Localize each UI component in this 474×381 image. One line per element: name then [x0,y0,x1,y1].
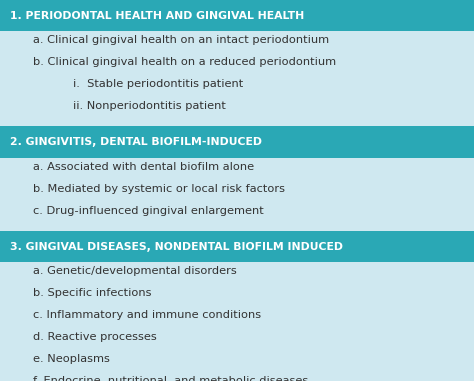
Text: b. Specific infections: b. Specific infections [33,288,152,298]
Text: c. Drug-influenced gingival enlargement: c. Drug-influenced gingival enlargement [33,206,264,216]
Text: b. Clinical gingival health on a reduced periodontium: b. Clinical gingival health on a reduced… [33,57,337,67]
Bar [0,0,474,31]
Text: c. Inflammatory and immune conditions: c. Inflammatory and immune conditions [33,310,261,320]
Text: e. Neoplasms: e. Neoplasms [33,354,110,364]
Text: f. Endocrine, nutritional, and metabolic diseases: f. Endocrine, nutritional, and metabolic… [33,376,309,381]
Text: b. Mediated by systemic or local risk factors: b. Mediated by systemic or local risk fa… [33,184,285,194]
Bar [0,126,474,158]
Text: 3. GINGIVAL DISEASES, NONDENTAL BIOFILM INDUCED: 3. GINGIVAL DISEASES, NONDENTAL BIOFILM … [10,242,344,251]
Text: 1. PERIODONTAL HEALTH AND GINGIVAL HEALTH: 1. PERIODONTAL HEALTH AND GINGIVAL HEALT… [10,11,305,21]
Text: i.  Stable periodontitis patient: i. Stable periodontitis patient [73,79,244,89]
Text: a. Associated with dental biofilm alone: a. Associated with dental biofilm alone [33,162,255,171]
Text: d. Reactive processes: d. Reactive processes [33,332,157,342]
Bar [0,231,474,262]
Text: a. Clinical gingival health on an intact periodontium: a. Clinical gingival health on an intact… [33,35,329,45]
Text: ii. Nonperiodontitis patient: ii. Nonperiodontitis patient [73,101,227,111]
Text: 2. GINGIVITIS, DENTAL BIOFILM-INDUCED: 2. GINGIVITIS, DENTAL BIOFILM-INDUCED [10,137,263,147]
Text: a. Genetic/developmental disorders: a. Genetic/developmental disorders [33,266,237,276]
